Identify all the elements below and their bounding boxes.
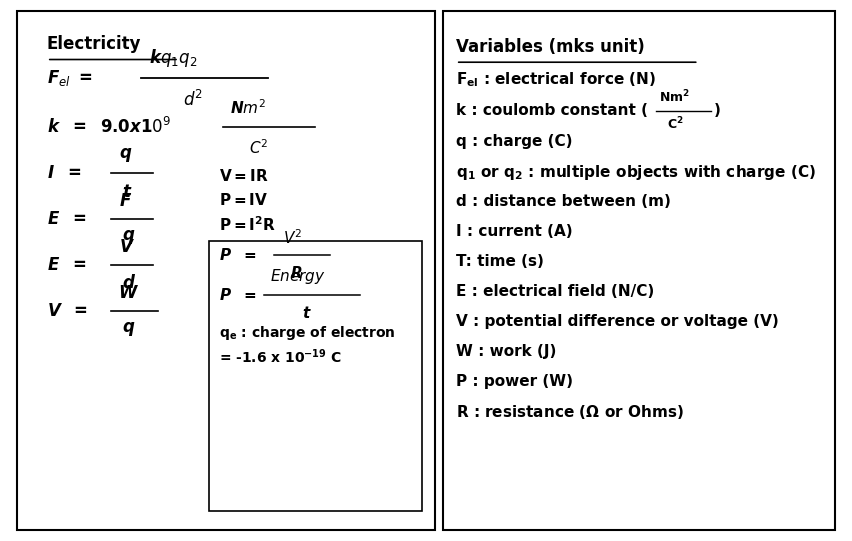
Text: Electricity: Electricity bbox=[47, 35, 141, 53]
Text: q : charge (C): q : charge (C) bbox=[456, 134, 573, 149]
Text: $\boldsymbol{q}$: $\boldsymbol{q}$ bbox=[122, 320, 135, 339]
Text: $\boldsymbol{E\ \ =}$: $\boldsymbol{E\ \ =}$ bbox=[47, 256, 86, 274]
Text: $\boldsymbol{C^2}$: $\boldsymbol{C^2}$ bbox=[249, 138, 268, 157]
Text: $\boldsymbol{V^2}$: $\boldsymbol{V^2}$ bbox=[283, 228, 302, 247]
Text: $\mathbf{q_e}$ : charge of electron: $\mathbf{q_e}$ : charge of electron bbox=[219, 324, 395, 342]
Text: $\mathbf{F_{el}}$ : electrical force (N): $\mathbf{F_{el}}$ : electrical force (N) bbox=[456, 70, 656, 89]
Text: $\boldsymbol{q}$: $\boldsymbol{q}$ bbox=[119, 146, 133, 164]
Text: P : power (W): P : power (W) bbox=[456, 374, 573, 390]
Text: $\mathbf{q_1}$ or $\mathbf{q_2}$ : multiple objects with charge (C): $\mathbf{q_1}$ or $\mathbf{q_2}$ : multi… bbox=[456, 162, 816, 182]
Bar bbox=[443, 11, 835, 530]
Text: $\boldsymbol{d^2}$: $\boldsymbol{d^2}$ bbox=[183, 90, 204, 110]
Text: $\boldsymbol{Nm^2}$: $\boldsymbol{Nm^2}$ bbox=[230, 98, 266, 117]
Bar bbox=[209, 241, 422, 511]
Text: R : resistance ($\mathbf{\Omega}$ or Ohms): R : resistance ($\mathbf{\Omega}$ or Ohm… bbox=[456, 403, 683, 421]
Text: $\boldsymbol{t}$: $\boldsymbol{t}$ bbox=[122, 182, 132, 201]
Text: $\boldsymbol{\mathit{Energy}}$: $\boldsymbol{\mathit{Energy}}$ bbox=[270, 267, 326, 287]
Text: $\mathbf{P = IV}$: $\mathbf{P = IV}$ bbox=[219, 192, 268, 208]
Text: $\boldsymbol{I\ \ =}$: $\boldsymbol{I\ \ =}$ bbox=[47, 164, 81, 182]
Text: $\boldsymbol{k\ \ =\ \ 9.0x10^9}$: $\boldsymbol{k\ \ =\ \ 9.0x10^9}$ bbox=[47, 117, 171, 137]
Text: k : coulomb constant (: k : coulomb constant ( bbox=[456, 103, 648, 118]
Text: $\mathbf{Nm^2}$: $\mathbf{Nm^2}$ bbox=[659, 89, 689, 105]
Text: $\boldsymbol{V}$: $\boldsymbol{V}$ bbox=[119, 237, 135, 256]
Text: Variables (mks unit): Variables (mks unit) bbox=[456, 38, 645, 56]
Text: V : potential difference or voltage (V): V : potential difference or voltage (V) bbox=[456, 314, 779, 329]
Text: E : electrical field (N/C): E : electrical field (N/C) bbox=[456, 283, 654, 299]
Text: $\boldsymbol{q}$: $\boldsymbol{q}$ bbox=[122, 228, 135, 247]
Text: $\boldsymbol{P\ \ =}$: $\boldsymbol{P\ \ =}$ bbox=[219, 247, 256, 263]
Text: $\boldsymbol{F}$: $\boldsymbol{F}$ bbox=[119, 192, 132, 210]
Text: $\mathbf{P = I^2R}$: $\mathbf{P = I^2R}$ bbox=[219, 215, 276, 234]
Text: $\boldsymbol{R}$: $\boldsymbol{R}$ bbox=[290, 265, 302, 281]
Bar bbox=[17, 11, 435, 530]
Text: T: time (s): T: time (s) bbox=[456, 254, 544, 269]
Text: $\mathbf{V = IR}$: $\mathbf{V = IR}$ bbox=[219, 168, 268, 184]
Text: ): ) bbox=[714, 103, 721, 118]
Text: = -1.6 x $\mathbf{10^{-19}}$ C: = -1.6 x $\mathbf{10^{-19}}$ C bbox=[219, 348, 342, 366]
Text: $\mathbf{C^2}$: $\mathbf{C^2}$ bbox=[667, 116, 684, 133]
Text: d : distance between (m): d : distance between (m) bbox=[456, 194, 671, 209]
Text: $\boldsymbol{V\ \ =}$: $\boldsymbol{V\ \ =}$ bbox=[47, 302, 88, 320]
Text: $\boldsymbol{d}$: $\boldsymbol{d}$ bbox=[122, 274, 135, 293]
Text: $\boldsymbol{kq_1q_2}$: $\boldsymbol{kq_1q_2}$ bbox=[149, 47, 198, 69]
Text: $\boldsymbol{F}$$\boldsymbol{_{el}}$$\boldsymbol{\ =}$: $\boldsymbol{F}$$\boldsymbol{_{el}}$$\bo… bbox=[47, 69, 92, 88]
Text: $\boldsymbol{E\ \ =}$: $\boldsymbol{E\ \ =}$ bbox=[47, 210, 86, 228]
Text: $\boldsymbol{t}$: $\boldsymbol{t}$ bbox=[302, 305, 312, 321]
Text: W : work (J): W : work (J) bbox=[456, 344, 556, 359]
Text: I : current (A): I : current (A) bbox=[456, 224, 573, 239]
Text: $\boldsymbol{W}$: $\boldsymbol{W}$ bbox=[118, 283, 139, 302]
Text: $\boldsymbol{P\ \ =}$: $\boldsymbol{P\ \ =}$ bbox=[219, 287, 256, 303]
